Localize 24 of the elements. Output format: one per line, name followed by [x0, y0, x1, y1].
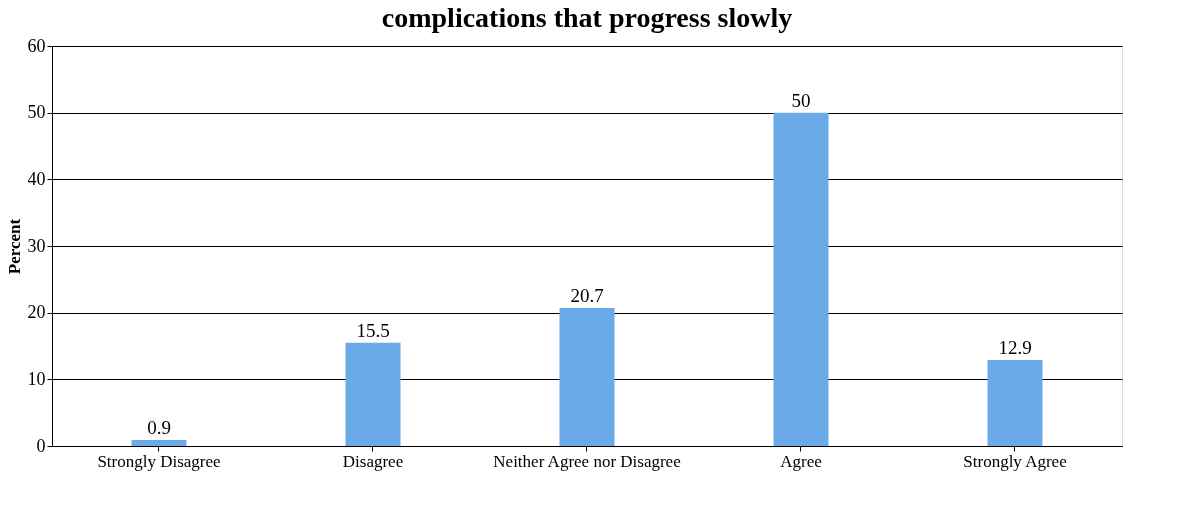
x-tick-label: Strongly Disagree	[97, 451, 221, 471]
bar	[773, 112, 829, 446]
y-tick-label: 50	[27, 102, 46, 123]
data-label: 12.9	[998, 337, 1032, 358]
y-tick-label: 40	[27, 168, 46, 189]
bar	[987, 360, 1043, 446]
x-tick-label: Neither Agree nor Disagree	[493, 451, 681, 471]
y-tick-label: 0	[36, 435, 46, 456]
y-tick-label: 20	[27, 302, 46, 323]
chart-title: complications that progress slowly	[381, 2, 793, 33]
bar	[131, 440, 187, 446]
y-tick-label: 10	[27, 368, 46, 389]
data-label: 20.7	[570, 285, 604, 306]
bar	[559, 308, 615, 446]
bar	[345, 342, 401, 446]
data-label: 0.9	[147, 417, 171, 438]
y-axis-title: Percent	[4, 218, 24, 275]
x-tick-label: Disagree	[342, 451, 404, 471]
y-tick-label: 30	[27, 235, 46, 256]
data-label: 50	[791, 89, 811, 111]
y-tick-label: 60	[27, 35, 46, 56]
x-tick-label: Agree	[780, 451, 822, 471]
x-tick-label: Strongly Agree	[963, 451, 1067, 471]
data-label: 15.5	[356, 319, 390, 341]
